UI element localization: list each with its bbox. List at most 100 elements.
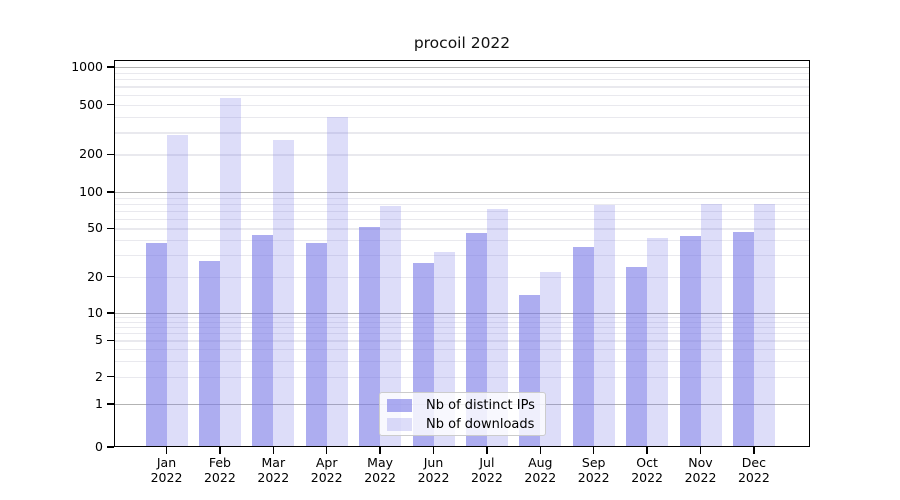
x-tick-label-year: 2022 [257, 470, 290, 485]
x-tick-label-month: Jun [423, 455, 444, 470]
legend-row-distinct-ips: Nb of distinct IPs [380, 396, 545, 415]
bar-distinct-ips [305, 242, 327, 447]
bar-distinct-ips [679, 236, 701, 447]
y-gridline-major [114, 192, 810, 194]
x-tick-label-year: 2022 [737, 470, 770, 485]
x-tick-mark [486, 447, 488, 454]
bar-downloads [486, 208, 508, 447]
bar-distinct-ips [145, 242, 167, 447]
x-tick-label-month: Jan [156, 455, 177, 470]
x-tick-mark [219, 447, 221, 454]
x-tick-label-month: Mar [261, 455, 286, 470]
x-tick-label-year: 2022 [150, 470, 183, 485]
x-tick-label: Nov 2022 [669, 455, 733, 485]
x-tick-label: Jul 2022 [455, 455, 519, 485]
x-tick-mark [753, 447, 755, 454]
x-tick-label: Aug 2022 [508, 455, 572, 485]
x-tick-label-year: 2022 [577, 470, 610, 485]
x-tick-label-month: Oct [636, 455, 658, 470]
x-tick-label-month: Nov [688, 455, 713, 470]
y-gridline-minor [114, 327, 810, 329]
x-tick-mark [165, 447, 168, 454]
y-tick-mark [107, 375, 114, 378]
x-tick-label: Oct 2022 [615, 455, 679, 485]
bar-downloads [326, 116, 348, 447]
x-tick-mark [325, 447, 328, 454]
y-gridline-minor [114, 228, 810, 230]
x-tick-label: May 2022 [348, 455, 412, 485]
x-tick-label: Jan 2022 [135, 455, 199, 485]
y-gridline-minor [114, 376, 810, 378]
x-tick-label-year: 2022 [364, 470, 396, 485]
x-tick-label-month: Feb [208, 455, 231, 470]
y-tick-label: 0 [95, 439, 103, 454]
bar-downloads [700, 204, 722, 447]
y-gridline-minor [114, 132, 810, 134]
y-gridline-minor [114, 203, 810, 205]
y-tick-label: 20 [87, 268, 103, 284]
bar-distinct-ips [359, 227, 381, 447]
x-tick-mark [699, 447, 702, 454]
y-tick-mark [107, 275, 114, 278]
legend-swatch-downloads [387, 418, 412, 431]
y-gridline-minor [114, 104, 810, 106]
y-tick-label: 1 [95, 396, 103, 411]
x-tick-label-year: 2022 [631, 470, 663, 485]
bar-downloads [380, 206, 402, 447]
y-gridline-major [114, 67, 810, 69]
x-tick-label: Jun 2022 [402, 455, 466, 485]
legend-label-downloads: Nb of downloads [426, 417, 535, 432]
y-gridline-minor [114, 79, 810, 81]
y-tick-mark [107, 227, 114, 230]
x-tick-mark [272, 447, 275, 454]
y-tick-mark [107, 103, 114, 106]
bar-downloads [219, 97, 241, 447]
y-gridline-minor [114, 255, 810, 257]
bar-distinct-ips [572, 247, 594, 447]
x-tick-label-year: 2022 [203, 470, 236, 485]
x-tick-label-month: Apr [315, 455, 338, 470]
x-tick-mark [646, 447, 648, 454]
x-tick-mark [432, 447, 435, 454]
y-gridline-minor [114, 218, 810, 221]
y-tick-mark [107, 339, 114, 342]
y-tick-label: 5 [95, 332, 103, 348]
bar-downloads [166, 134, 188, 447]
x-tick-label-month: Jul [479, 455, 495, 470]
x-tick-label: Dec 2022 [722, 455, 786, 485]
y-gridline-minor [114, 360, 810, 362]
y-gridline-minor [114, 317, 810, 319]
bar-distinct-ips [198, 260, 220, 447]
bar-downloads [273, 139, 295, 447]
y-tick-mark [107, 446, 114, 448]
x-tick-label-month: Dec [741, 455, 766, 470]
legend: Nb of distinct IPs Nb of downloads [379, 392, 546, 436]
y-tick-label: 10 [87, 305, 103, 320]
y-gridline-minor [114, 321, 810, 323]
y-gridline-minor [114, 197, 810, 199]
legend-label-distinct-ips: Nb of distinct IPs [426, 398, 535, 413]
bar-downloads [753, 203, 775, 447]
y-gridline-minor [114, 240, 810, 242]
x-tick-label: Apr 2022 [295, 455, 359, 485]
x-tick-mark [539, 447, 542, 454]
y-gridline-minor [114, 340, 810, 342]
y-gridline-major [114, 313, 810, 315]
chart-title: procoil 2022 [413, 34, 511, 52]
x-tick-label: Feb 2022 [188, 455, 252, 485]
x-tick-mark [592, 447, 595, 454]
y-gridline-minor [114, 86, 810, 88]
y-tick-mark [107, 191, 114, 193]
x-tick-label-month: May [367, 455, 394, 470]
y-tick-mark [107, 153, 114, 156]
y-gridline-minor [114, 116, 810, 118]
y-tick-label: 100 [79, 184, 103, 199]
legend-row-downloads: Nb of downloads [380, 415, 545, 434]
y-tick-mark [107, 403, 114, 405]
y-tick-label: 500 [79, 96, 103, 112]
y-gridline-minor [114, 276, 810, 278]
legend-swatch-distinct-ips [387, 399, 412, 412]
bar-distinct-ips [626, 266, 648, 447]
y-gridline-minor [114, 94, 810, 96]
